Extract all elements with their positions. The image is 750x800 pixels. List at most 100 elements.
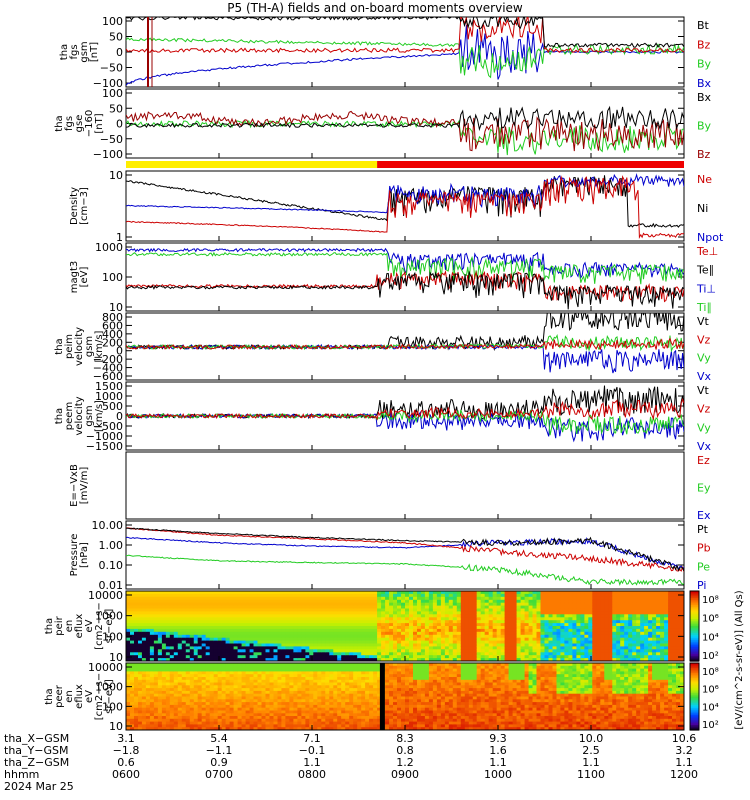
spectrogram-cell <box>321 646 326 650</box>
spectrogram-cell <box>548 591 554 595</box>
spectrogram-cell <box>225 727 231 730</box>
spectrogram-cell <box>600 649 605 653</box>
spectrogram-cell <box>353 602 358 607</box>
spectrogram-cell <box>289 671 294 675</box>
spectrogram-cell <box>548 643 554 647</box>
spectrogram-cell <box>448 652 454 656</box>
spectrogram-cell <box>417 623 422 627</box>
spectrogram-cell <box>560 623 565 627</box>
spectrogram-cell <box>564 658 569 661</box>
spectrogram-cell <box>297 599 302 604</box>
spectrogram-cell <box>476 649 482 653</box>
spectrogram-cell <box>233 628 239 633</box>
spectrogram-cell <box>285 727 290 730</box>
spectrogram-cell <box>241 634 247 639</box>
spectrogram-cell <box>225 696 231 700</box>
spectrogram-cell <box>157 713 163 717</box>
spectrogram-cell <box>249 591 255 595</box>
spectrogram-cell <box>341 674 346 678</box>
spectrogram-cell <box>197 626 203 630</box>
spectrogram-cell <box>417 655 422 659</box>
spectrogram-cell <box>488 617 494 621</box>
spectrogram-cell <box>528 626 534 630</box>
spectrogram-cell <box>540 643 546 647</box>
spectrogram-cell <box>369 707 374 712</box>
spectrogram-cell <box>472 593 478 598</box>
spectrogram-cell <box>361 693 366 698</box>
spectrogram-cell <box>389 690 394 695</box>
spectrogram-cell <box>584 591 589 595</box>
spectrogram-cell <box>361 704 366 709</box>
spectrogram-cell <box>221 599 227 604</box>
spectrogram-cell <box>365 716 370 720</box>
spectrogram-cell <box>369 699 374 703</box>
spectrogram-cell <box>169 696 175 700</box>
spectrogram-cell <box>544 640 550 645</box>
spectrogram-cell <box>265 608 271 612</box>
spectrogram-cell <box>584 614 589 618</box>
spectrogram-cell <box>516 658 522 661</box>
spectrogram-cell <box>185 716 191 720</box>
spectrogram-cell <box>317 721 322 725</box>
spectrogram-cell <box>353 605 358 610</box>
spectrogram-cell <box>536 626 542 630</box>
spectrogram-cell <box>209 646 215 650</box>
spectrogram-cell <box>145 658 151 661</box>
spectrogram-cell <box>134 611 139 615</box>
spectrogram-cell <box>181 631 187 636</box>
spectrogram-cell <box>369 591 374 595</box>
spectrogram-cell <box>576 628 581 633</box>
spectrogram-cell <box>448 631 454 636</box>
spectrogram-cell <box>285 640 290 645</box>
spectrogram-cell <box>369 690 374 695</box>
spectrogram-cell <box>317 679 322 684</box>
spectrogram-cell <box>173 690 179 695</box>
spectrogram-cell <box>369 718 374 723</box>
spectrogram-cell <box>301 696 306 700</box>
spectrogram-cell <box>456 646 462 650</box>
spectrogram-cell <box>185 699 191 703</box>
spectrogram-cell <box>257 649 263 653</box>
spectrogram-cell <box>281 637 286 642</box>
spectrogram-cell <box>281 699 286 703</box>
spectrogram-cell <box>564 591 569 595</box>
spectrogram-cell <box>440 614 446 618</box>
spectrogram-cell <box>265 682 271 686</box>
spectrogram-cell <box>217 674 223 678</box>
spectrogram-cell <box>141 623 147 627</box>
spectrogram-cell <box>249 663 255 667</box>
spectrogram-cell <box>261 591 267 595</box>
spectrogram-cell <box>540 631 546 636</box>
spectrogram-cell <box>157 679 163 684</box>
spectrogram-cell <box>138 693 143 698</box>
spectrogram-cell <box>281 690 286 695</box>
spectrogram-cell <box>345 637 350 642</box>
spectrogram-cell <box>456 620 462 624</box>
spectrogram-cell <box>353 658 358 661</box>
spectrogram-cell <box>217 602 223 607</box>
spectrogram-cell <box>389 702 394 706</box>
spectrogram-cell <box>373 623 378 627</box>
spectrogram-cell <box>341 668 346 672</box>
spectrogram-cell <box>313 679 318 684</box>
spectrogram-cell <box>369 626 374 630</box>
spectrogram-cell <box>281 682 286 686</box>
spectrogram-cell <box>245 602 251 607</box>
spectrogram-cell <box>301 685 306 689</box>
spectrogram-cell <box>652 628 657 633</box>
spectrogram-cell <box>145 721 151 725</box>
spectrogram-cell <box>305 677 310 681</box>
spectrogram-cell <box>177 693 183 698</box>
spectrogram-cell <box>130 665 135 670</box>
spectrogram-cell <box>329 718 334 723</box>
spectrogram-cell <box>277 634 283 639</box>
spectrogram-cell <box>149 682 155 686</box>
spectrogram-cell <box>297 617 302 621</box>
spectrogram-cell <box>377 599 382 604</box>
spectrogram-cell <box>157 617 163 621</box>
spectrogram-cell <box>185 665 191 670</box>
spectrogram-cell <box>349 602 354 607</box>
spectrogram-cell <box>656 649 661 653</box>
spectrogram-cell <box>161 652 167 656</box>
spectrogram-cell <box>285 646 290 650</box>
